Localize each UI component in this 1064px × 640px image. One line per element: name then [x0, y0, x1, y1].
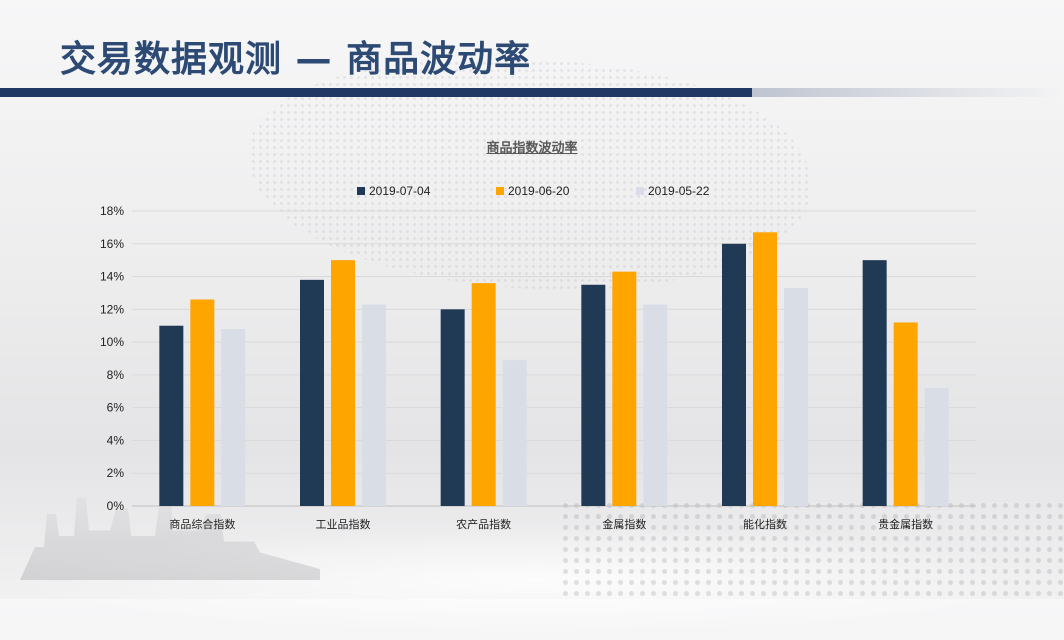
- bar: [722, 243, 746, 506]
- page-title: 交易数据观测 — 商品波动率: [60, 39, 532, 80]
- title-underline-bar: [0, 88, 752, 97]
- bar: [331, 260, 355, 506]
- legend-item-series-3: 2019-05-22: [636, 184, 709, 198]
- bar: [612, 271, 637, 506]
- x-category-label: 工业品指数: [316, 517, 371, 531]
- x-category-label: 贵金属指数: [878, 517, 933, 531]
- y-tick-label: 0%: [107, 499, 125, 513]
- y-tick-label: 14%: [100, 270, 124, 284]
- y-tick-label: 2%: [107, 466, 125, 480]
- x-category-label: 商品综合指数: [169, 517, 235, 531]
- bar: [643, 304, 668, 506]
- legend-item-series-2: 2019-06-20: [496, 184, 569, 198]
- world-map-background: [250, 60, 810, 290]
- bar-chart: 0% 2% 4% 6% 8% 10% 12% 14% 16% 18% 商品综合指数 工业品指数 农产品指…: [100, 204, 976, 531]
- bar: [893, 322, 918, 506]
- chart-legend: 2019-07-04 2019-06-20 2019-05-22: [0, 184, 1064, 200]
- bar: [581, 284, 606, 506]
- chart-title: 商品指数波动率: [486, 141, 578, 156]
- bar: [362, 304, 386, 506]
- x-category-label: 金属指数: [602, 517, 646, 531]
- y-tick-label: 16%: [100, 237, 124, 251]
- bar: [300, 279, 324, 506]
- legend-swatch-series-1: [357, 187, 365, 195]
- dot-pattern-background: [560, 500, 1064, 599]
- y-tick-label: 12%: [100, 302, 124, 316]
- title-underline-fade: [752, 88, 1064, 97]
- y-tick-label: 8%: [107, 368, 125, 382]
- bar: [159, 325, 184, 506]
- bar: [440, 309, 465, 506]
- bar: [502, 360, 527, 506]
- x-category-label: 能化指数: [743, 517, 787, 531]
- bar: [221, 329, 246, 506]
- y-tick-label: 4%: [107, 433, 125, 447]
- bar: [862, 260, 887, 506]
- legend-item-series-1: 2019-07-04: [357, 184, 430, 198]
- y-tick-label: 10%: [100, 335, 124, 349]
- x-category-label: 农产品指数: [456, 517, 511, 531]
- bar: [190, 299, 215, 506]
- bar: [784, 288, 808, 506]
- legend-swatch-series-2: [496, 187, 504, 195]
- legend-swatch-series-3: [636, 187, 644, 195]
- y-tick-label: 18%: [100, 204, 124, 218]
- bar: [924, 388, 949, 506]
- legend-label-series-2: 2019-06-20: [508, 184, 570, 198]
- bar: [471, 283, 496, 506]
- legend-label-series-3: 2019-05-22: [648, 184, 710, 198]
- bar: [753, 232, 777, 507]
- y-tick-label: 6%: [107, 401, 125, 415]
- legend-label-series-1: 2019-07-04: [369, 184, 431, 198]
